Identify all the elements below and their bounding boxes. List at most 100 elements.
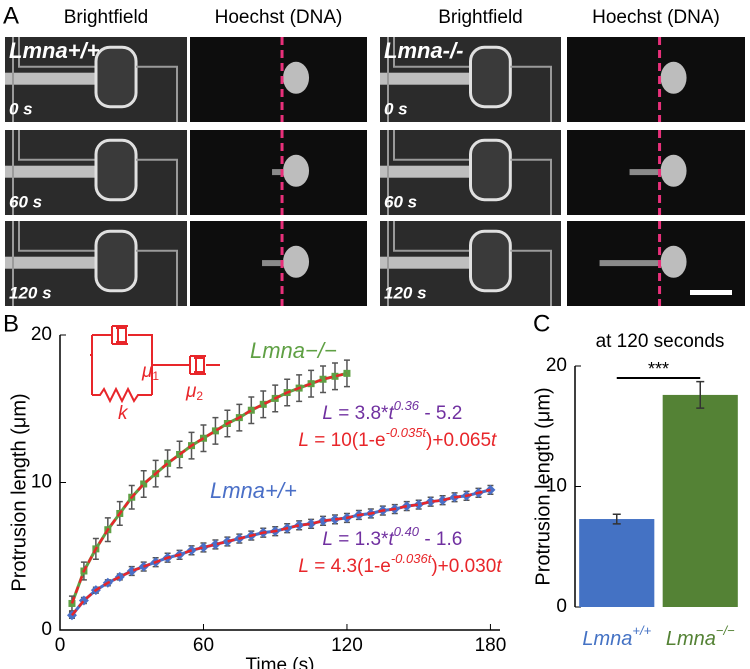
nucleus-tail	[599, 260, 670, 267]
nucleus	[283, 61, 310, 94]
y-tick-label: 20	[546, 355, 567, 376]
x-tick-label: 0	[55, 635, 66, 656]
line-chart: 0 10 20 0 60 120 180 Time (s) Protrusion length …	[8, 324, 506, 669]
x-tick-label: Lmna−/−	[666, 623, 735, 650]
channel-wall	[387, 130, 471, 215]
bar-chart: at 120 seconds 0 10 20 Protrusion length (μm…	[532, 331, 738, 650]
marker	[114, 571, 125, 582]
channel	[380, 165, 475, 178]
marker	[247, 406, 255, 414]
category-base: Lmna	[666, 628, 716, 650]
marker	[164, 459, 172, 467]
chart-title: at 120 seconds	[596, 331, 725, 352]
marker	[294, 520, 305, 531]
circuit-label: k	[118, 403, 129, 424]
marker	[210, 539, 221, 550]
y-tick-label: 10	[546, 476, 567, 497]
fit-formula: L = 3.8*t0.36 - 5.2	[296, 398, 478, 424]
column-header: Hoechst (DNA)	[592, 7, 720, 28]
fit-formula: L = 10(1-e-0.035t)+0.065t	[272, 425, 512, 451]
series-label: Lmna+/+	[210, 478, 297, 503]
column-header: Hoechst (DNA)	[215, 7, 343, 28]
x-axis-label: Time (s)	[246, 655, 315, 669]
cell	[94, 138, 138, 202]
x-tick-label: 60	[193, 635, 214, 656]
cell	[469, 45, 512, 109]
panel-label: C	[533, 310, 550, 337]
channel	[5, 256, 100, 269]
chamber	[510, 249, 552, 306]
time-label: 60 s	[384, 192, 417, 211]
category-sup: +/+	[632, 623, 651, 638]
nucleus	[660, 245, 687, 278]
genotype-label: Lmna+/+	[9, 38, 100, 63]
channel-wall	[12, 37, 96, 122]
marker	[330, 514, 340, 525]
marker	[211, 427, 219, 435]
cell	[469, 229, 512, 293]
column-header: Brightfield	[64, 7, 149, 28]
micrograph	[190, 37, 367, 122]
marker	[331, 372, 339, 380]
chamber	[136, 158, 178, 215]
circuit-label: μ1	[141, 361, 159, 383]
channel	[5, 165, 100, 178]
nucleus-tail	[629, 169, 670, 176]
fit-line	[70, 372, 348, 604]
nucleus	[660, 61, 687, 94]
x-tick-label: 120	[331, 635, 363, 656]
category-sup: −/−	[716, 623, 735, 638]
nucleus	[660, 154, 687, 187]
y-tick-label: 20	[31, 324, 52, 345]
channel	[380, 256, 475, 269]
nucleus-tail	[262, 260, 293, 267]
time-label: 120 s	[9, 283, 52, 302]
marker	[222, 536, 233, 547]
marker	[140, 480, 148, 488]
circuit-diagram	[90, 325, 220, 404]
channel-wall	[12, 221, 96, 306]
circuit-label: μ2	[185, 381, 203, 403]
time-label: 120 s	[384, 283, 427, 302]
marker	[198, 542, 209, 553]
y-axis-label: Protrusion length (μm)	[8, 393, 30, 591]
channel	[5, 72, 100, 85]
panel-label: B	[3, 310, 19, 337]
fit-formula: L = 4.3(1-e-0.036t)+0.030t	[272, 551, 517, 577]
error-bar	[696, 380, 705, 409]
bar	[662, 394, 738, 607]
chamber	[136, 65, 178, 122]
channel	[380, 72, 475, 85]
marker	[176, 450, 184, 458]
x-tick-label: 180	[475, 635, 507, 656]
y-axis-label: Protrusion length (μm)	[532, 387, 554, 585]
category-base: Lmna	[582, 628, 632, 650]
cell	[94, 229, 138, 293]
cell	[94, 45, 138, 109]
series-label: Lmna−/−	[250, 338, 337, 363]
scale-bar	[690, 290, 732, 295]
genotype-label: Lmna-/-	[384, 38, 463, 63]
chamber	[136, 249, 178, 306]
y-tick-label: 10	[31, 472, 52, 493]
y-tick-label: 0	[41, 619, 52, 640]
bar	[579, 519, 655, 607]
error-bar	[612, 513, 621, 525]
marker	[413, 499, 424, 510]
significance-label: ***	[648, 359, 669, 379]
channel-wall	[12, 130, 96, 215]
marker	[306, 518, 317, 529]
time-label: 0 s	[384, 99, 408, 118]
cell	[469, 138, 512, 202]
y-tick-label: 0	[556, 596, 567, 617]
panel-label: A	[3, 2, 19, 29]
marker	[425, 496, 436, 507]
time-label: 60 s	[9, 192, 42, 211]
time-label: 0 s	[9, 99, 33, 118]
nucleus	[283, 154, 310, 187]
marker	[437, 495, 448, 506]
chamber	[510, 158, 552, 215]
x-tick-label: Lmna+/+	[582, 623, 651, 650]
channel-wall	[387, 37, 471, 122]
